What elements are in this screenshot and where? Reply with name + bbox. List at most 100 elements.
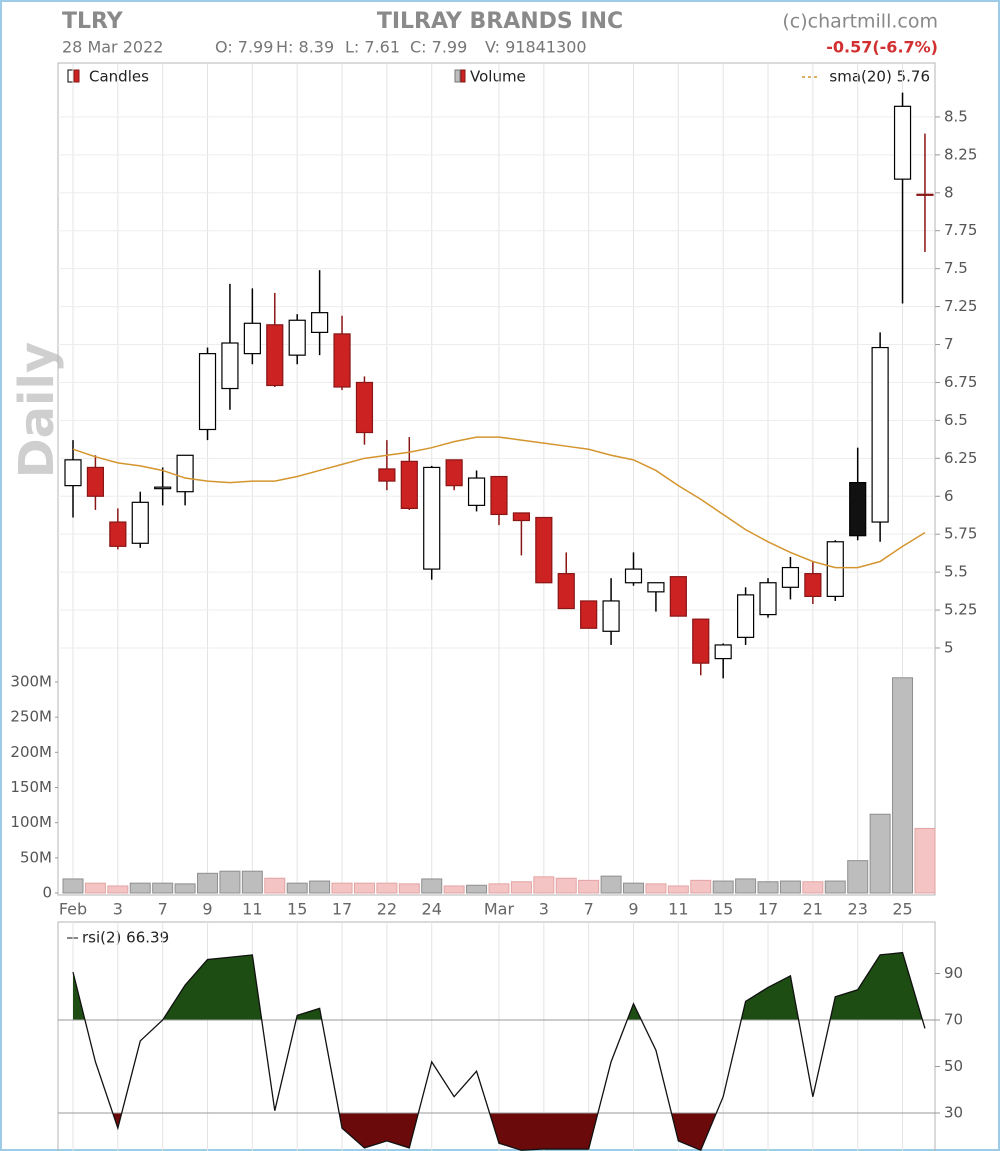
candle-body — [602, 600, 620, 632]
volume-bar — [914, 827, 936, 894]
x-tick-label: 17 — [332, 900, 352, 919]
volume-bar — [331, 882, 353, 894]
source: (c)chartmill.com — [782, 11, 938, 33]
legend-icon — [67, 69, 74, 83]
x-tick-label: 21 — [803, 900, 823, 919]
volume-bar — [802, 881, 824, 894]
y-tick-label: 0 — [42, 884, 52, 902]
rsi-line — [72, 951, 926, 1151]
candle-body — [714, 644, 732, 660]
y-tick-label: 300M — [10, 673, 52, 691]
volume-bar — [241, 870, 263, 894]
volume-bar — [712, 880, 734, 894]
y-tick-label: 7.5 — [944, 259, 968, 277]
legend-volume: Volume — [470, 68, 526, 86]
volume-bar — [84, 882, 106, 894]
volume-bar — [219, 870, 241, 894]
volume-bar — [600, 875, 622, 894]
candle-body — [871, 346, 889, 523]
x-tick-label: Mar — [484, 900, 515, 919]
y-tick-label: 50 — [944, 1057, 963, 1075]
rsi-panel — [57, 921, 936, 1151]
candle-body — [647, 582, 665, 593]
volume-bar — [869, 813, 891, 894]
volume-bar — [667, 885, 689, 894]
y-tick-label: 8.25 — [944, 145, 977, 163]
volume-bar — [398, 883, 420, 894]
volume-bar — [309, 880, 331, 894]
volume-bar — [847, 860, 869, 894]
candle-body — [467, 477, 486, 506]
y-tick-label: 8 — [944, 183, 954, 201]
candle-body — [804, 573, 822, 597]
candle-body — [826, 541, 844, 597]
volume-bar — [623, 882, 644, 894]
volume-bar — [353, 882, 375, 894]
candle-body — [624, 568, 643, 584]
candle-body — [490, 475, 508, 516]
legend-icon — [454, 69, 461, 83]
candle-body — [221, 342, 239, 390]
y-tick-label: 7.75 — [944, 221, 977, 239]
change: -0.57(-6.7%) — [826, 38, 938, 57]
x-tick-label: 9 — [202, 900, 212, 919]
low: L: 7.61 — [345, 38, 400, 57]
close: C: 7.99 — [410, 38, 467, 57]
candle-body — [266, 324, 284, 387]
volume-bar — [197, 872, 219, 894]
candle-body — [86, 466, 105, 497]
overbought-fill — [73, 952, 925, 1020]
y-tick-label: 6.25 — [944, 449, 977, 467]
candle-body — [64, 459, 82, 487]
y-tick-label: 7 — [944, 335, 954, 353]
legend-candles: Candles — [89, 68, 149, 86]
y-tick-label: 5.75 — [944, 525, 977, 543]
volume-bar — [735, 878, 757, 894]
candle-body — [311, 312, 329, 333]
volume-bar — [286, 882, 308, 894]
rsi-group — [58, 951, 935, 1151]
mark-layer — [62, 92, 936, 894]
high: H: 8.39 — [276, 38, 334, 57]
candle-body — [131, 501, 149, 544]
candle-body — [557, 573, 575, 610]
volume-bar — [555, 877, 577, 894]
volume-bar — [466, 884, 488, 894]
volume-bar — [824, 880, 846, 894]
x-tick-label: 9 — [628, 900, 638, 919]
volume: V: 91841300 — [485, 38, 587, 57]
x-tick-label: 11 — [668, 900, 688, 919]
y-tick-label: 5.5 — [944, 563, 968, 581]
candle-body — [535, 516, 553, 584]
volume-bar — [376, 882, 398, 894]
legend-icon — [73, 69, 80, 83]
x-tick-label: 3 — [113, 900, 123, 919]
volume-bar — [443, 885, 465, 894]
y-tick-label: 100M — [10, 813, 52, 831]
candle-body — [378, 468, 396, 482]
candle-body — [400, 460, 418, 509]
volume-bar — [264, 877, 286, 894]
candle-body — [423, 466, 441, 570]
y-tick-label: 70 — [944, 1011, 963, 1029]
volume-bar — [757, 881, 779, 894]
candle-body — [109, 521, 127, 547]
volume-bar — [152, 882, 174, 894]
candle-body — [512, 512, 531, 522]
x-tick-label: 3 — [539, 900, 549, 919]
candle-body — [176, 454, 194, 493]
y-tick-label: 30 — [944, 1104, 963, 1122]
y-tick-label: 5.25 — [944, 601, 977, 619]
y-tick-label: 6 — [944, 487, 954, 505]
candle-body — [893, 105, 912, 180]
x-tick-label: 22 — [377, 900, 397, 919]
volume-bar — [645, 883, 667, 894]
legend-sma: sma(20) 5.76 — [829, 68, 930, 86]
volume-bar — [421, 878, 443, 894]
candle-body — [445, 459, 463, 487]
x-tick-label: Feb — [59, 900, 87, 919]
y-tick-label: 250M — [10, 708, 52, 726]
y-tick-label: 50M — [20, 848, 52, 866]
main-panel — [57, 62, 936, 896]
